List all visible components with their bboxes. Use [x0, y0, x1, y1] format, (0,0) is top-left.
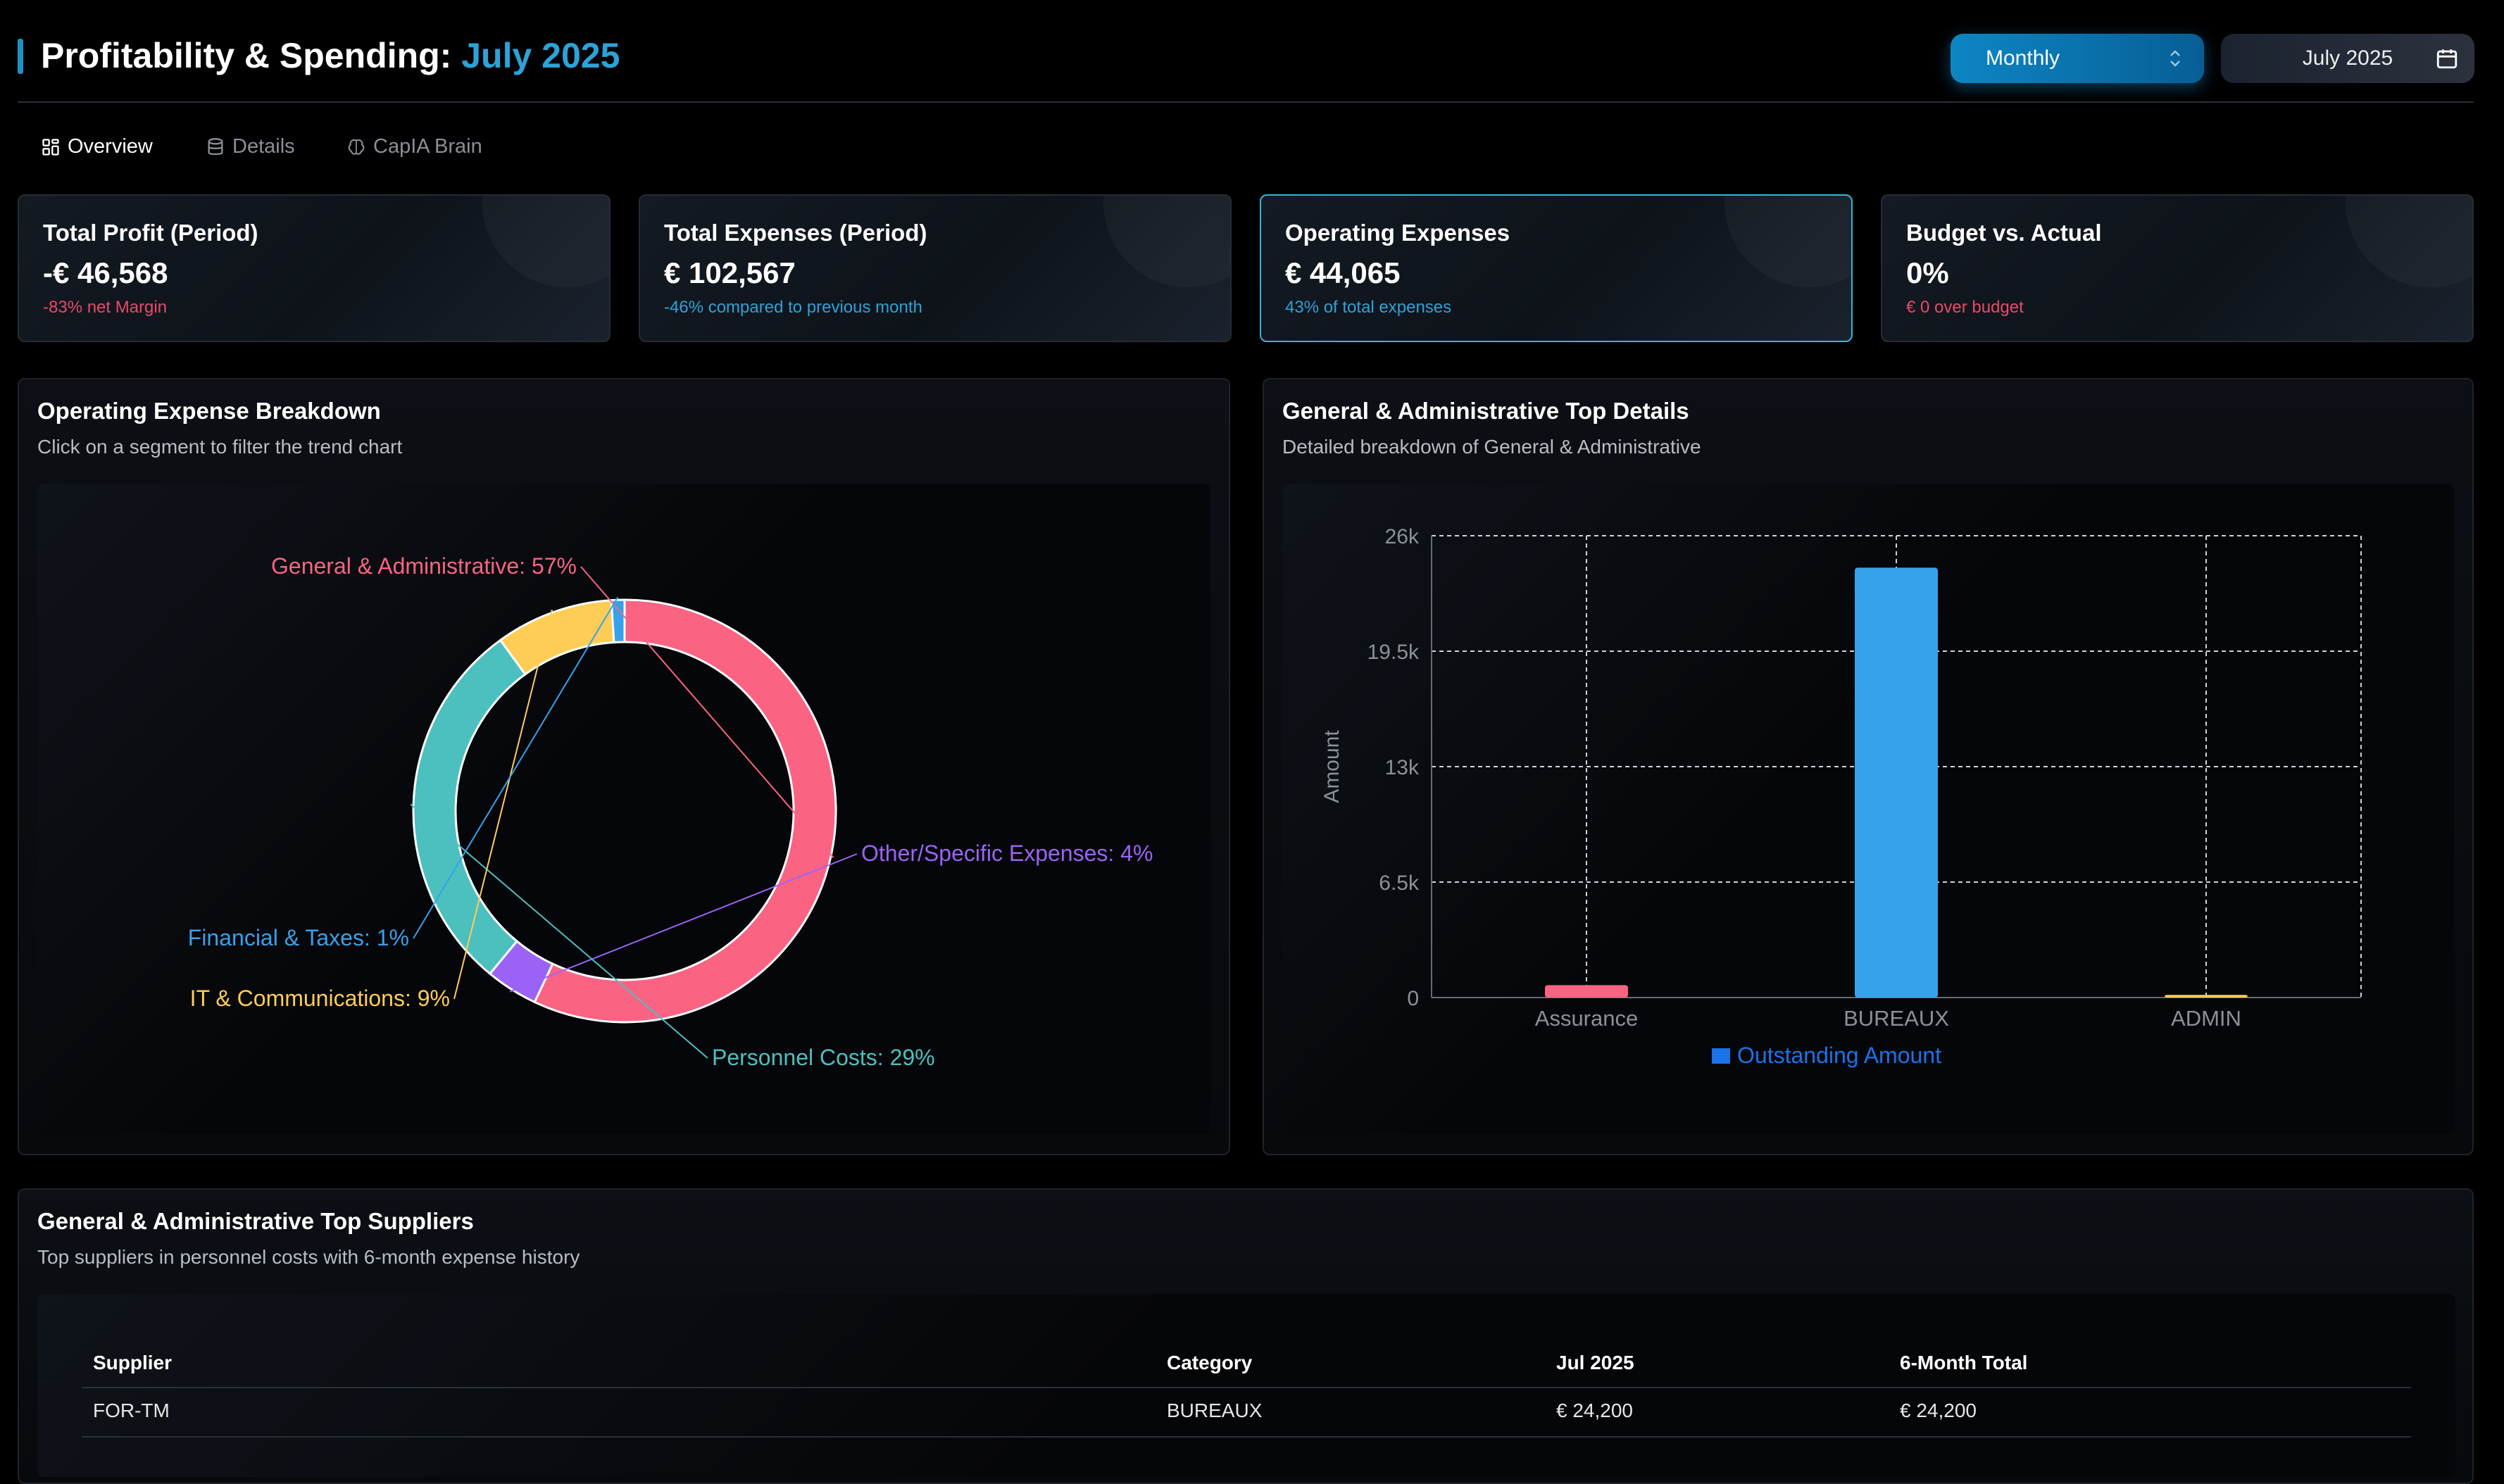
- column-header-jul-2025[interactable]: Jul 2025: [1556, 1352, 1634, 1373]
- calendar-icon[interactable]: [2435, 46, 2459, 70]
- panel-subtitle: Click on a segment to filter the trend c…: [37, 436, 403, 458]
- panel-title: Operating Expense Breakdown: [37, 398, 381, 424]
- date-picker[interactable]: July 2025: [2221, 34, 2474, 83]
- column-header-supplier[interactable]: Supplier: [93, 1352, 173, 1373]
- donut-slice[interactable]: [412, 639, 527, 976]
- suppliers-table-area: [37, 1294, 2455, 1477]
- ga-top-suppliers-panel: General & Administrative Top Suppliers T…: [18, 1188, 2474, 1484]
- database-icon: [208, 137, 223, 155]
- donut-slice-label: Financial & Taxes: 1%: [188, 925, 409, 950]
- ga-top-details-panel: General & Administrative Top Details Det…: [1263, 378, 2474, 1155]
- bar-chart[interactable]: 0 6.5k 13k 19.5k 26k Assurance BUREAUX ADMIN Amo…: [1282, 484, 2454, 1134]
- donut-leader-line: [410, 803, 708, 1059]
- table-header-divider: [82, 1387, 2411, 1388]
- donut-slice-label: IT & Communications: 9%: [190, 986, 450, 1011]
- table-cell-supplier[interactable]: FOR-TM: [93, 1400, 170, 1421]
- kpi-card-total-expenses: Total Expenses (Period) € 102,567 -46% c…: [639, 194, 1232, 342]
- x-tick-label: ADMIN: [2171, 1006, 2241, 1031]
- kpi-subtext: € 0 over budget: [1906, 298, 2024, 317]
- kpi-card-budget-vs-actual: Budget vs. Actual 0% € 0 over budget: [1881, 194, 2474, 342]
- y-tick-label: 13k: [1385, 756, 1420, 779]
- tab-capia-brain-label: CapIA Brain: [373, 135, 482, 158]
- table-row-divider: [82, 1436, 2411, 1438]
- panel-title: General & Administrative Top Suppliers: [37, 1208, 474, 1234]
- card-decoration: [482, 196, 609, 287]
- kpi-label: Total Expenses (Period): [664, 220, 927, 246]
- kpi-value: -€ 46,568: [43, 256, 168, 289]
- kpi-subtext: -46% compared to previous month: [664, 298, 922, 317]
- kpi-subtext: -83% net Margin: [43, 298, 168, 317]
- period-select-value: Monthly: [1986, 46, 2060, 70]
- legend-swatch: [1712, 1048, 1730, 1064]
- table-cell-6-month-total: € 24,200: [1900, 1400, 1977, 1421]
- legend-label[interactable]: Outstanding Amount: [1737, 1043, 1941, 1068]
- period-select[interactable]: Monthly: [1951, 34, 2204, 83]
- card-decoration: [1103, 196, 1230, 287]
- x-tick-label: BUREAUX: [1843, 1006, 1949, 1031]
- panel-subtitle: Detailed breakdown of General & Administ…: [1282, 436, 1701, 458]
- kpi-card-total-profit: Total Profit (Period) -€ 46,568 -83% net…: [18, 194, 611, 342]
- title-accent-bar: [18, 39, 23, 74]
- table-cell-jul-2025: € 24,200: [1556, 1400, 1633, 1421]
- y-tick-label: 0: [1407, 987, 1419, 1010]
- card-decoration: [1724, 196, 1851, 287]
- kpi-card-operating-expenses[interactable]: Operating Expenses € 44,065 43% of total…: [1260, 194, 1853, 342]
- bar[interactable]: [1855, 567, 1938, 998]
- column-header-6-month-total[interactable]: 6-Month Total: [1900, 1352, 2028, 1373]
- tab-details-label: Details: [232, 135, 295, 158]
- y-tick-label: 26k: [1385, 525, 1420, 548]
- page-title-period: July 2025: [461, 36, 620, 75]
- donut-leader-line: [413, 596, 619, 939]
- panel-title: General & Administrative Top Details: [1282, 398, 1689, 424]
- kpi-value: € 44,065: [1285, 256, 1401, 289]
- table-cell-category: BUREAUX: [1167, 1400, 1263, 1421]
- kpi-value: 0%: [1906, 256, 1949, 289]
- operating-expense-breakdown-panel: Operating Expense Breakdown Click on a s…: [18, 378, 1230, 1155]
- donut-leader-line: [453, 609, 553, 1000]
- panel-subtitle: Top suppliers in personnel costs with 6-…: [37, 1246, 580, 1268]
- donut-slice[interactable]: [610, 598, 626, 644]
- bar[interactable]: [2165, 995, 2248, 998]
- donut-slice-label: General & Administrative: 57%: [271, 553, 577, 579]
- donut-leader-line: [509, 853, 858, 993]
- donut-slice[interactable]: [533, 598, 837, 1024]
- kpi-subtext: 43% of total expenses: [1285, 298, 1452, 317]
- tab-overview-label: Overview: [68, 135, 153, 158]
- page-title-main: Profitability & Spending:: [41, 36, 452, 75]
- bar-chart-area: 0 6.5k 13k 19.5k 26k Assurance BUREAUX ADMIN Amo…: [1282, 484, 2454, 1134]
- brain-icon: [348, 139, 365, 155]
- kpi-label: Budget vs. Actual: [1906, 220, 2102, 246]
- donut-slice-label: Personnel Costs: 29%: [712, 1045, 935, 1070]
- kpi-value: € 102,567: [664, 256, 796, 289]
- kpi-label: Operating Expenses: [1285, 220, 1510, 246]
- tab-details[interactable]: Details: [206, 135, 295, 158]
- updown-chevron-icon: [2170, 50, 2180, 67]
- tab-overview[interactable]: Overview: [41, 135, 153, 158]
- date-picker-value: July 2025: [2302, 46, 2393, 70]
- column-header-category[interactable]: Category: [1167, 1352, 1253, 1373]
- bar[interactable]: [1545, 985, 1628, 998]
- y-axis-label: Amount: [1320, 730, 1344, 803]
- donut-slice-label: Other/Specific Expenses: 4%: [861, 841, 1153, 866]
- donut-chart[interactable]: General & Administrative: 57% Other/Speci…: [37, 484, 1210, 1134]
- x-tick-label: Assurance: [1535, 1006, 1638, 1031]
- y-tick-label: 19.5k: [1367, 641, 1420, 664]
- card-decoration: [2346, 196, 2472, 287]
- header-divider: [18, 101, 2474, 103]
- page-title: Profitability & Spending: July 2025: [41, 35, 620, 76]
- dashboard-icon: [42, 138, 59, 156]
- y-tick-label: 6.5k: [1379, 872, 1420, 895]
- donut-leader-line: [580, 566, 834, 858]
- donut-chart-area: General & Administrative: 57% Other/Speci…: [37, 484, 1210, 1134]
- donut-slice[interactable]: [499, 599, 615, 676]
- tab-capia-brain[interactable]: CapIA Brain: [346, 135, 482, 158]
- kpi-label: Total Profit (Period): [43, 220, 258, 246]
